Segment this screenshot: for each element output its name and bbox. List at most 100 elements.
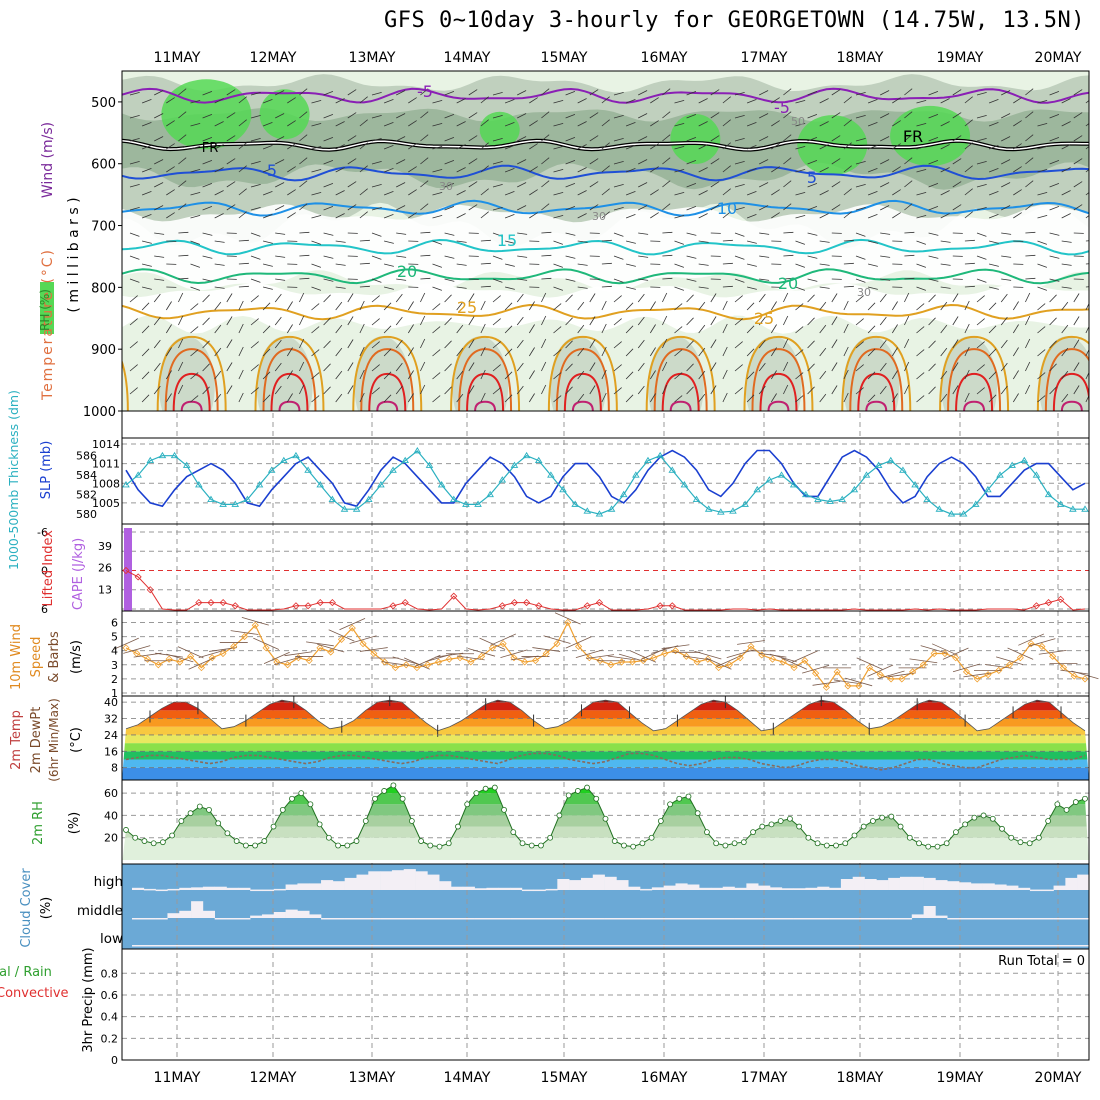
wind-barb (250, 255, 261, 260)
thickness-point (717, 508, 725, 515)
wind-barb (371, 138, 382, 142)
wind-tick-label: 3 (111, 659, 118, 672)
wind-barb (1049, 386, 1057, 395)
wind-barb (613, 255, 624, 260)
rh-point (427, 842, 434, 849)
rh-clear-band-low (122, 283, 1089, 334)
cloud-high-bar (852, 876, 865, 890)
wind-speed-point (402, 661, 410, 669)
wind-barb (178, 157, 187, 165)
cloud-high-bar (1065, 877, 1078, 890)
rh-green-blob (479, 111, 520, 148)
wind-barb (359, 346, 365, 357)
wind-barb (928, 255, 939, 259)
wind-barb (1061, 263, 1072, 266)
thickness-point (340, 505, 349, 512)
wind-speed-point (445, 655, 453, 663)
li-point (595, 599, 603, 607)
wind-barb (190, 123, 201, 127)
wind-speed-point (833, 668, 841, 676)
wind-barb (565, 183, 576, 188)
wind-barb (166, 97, 175, 104)
temp-band (122, 734, 1089, 744)
wind-barb (553, 146, 564, 150)
wind-barb (165, 301, 172, 311)
wind-barb (166, 212, 175, 219)
wind-barb (976, 341, 985, 349)
wind-barb (347, 339, 354, 349)
rh-point (455, 823, 461, 830)
ylabel-rh2m: 2m RH (31, 801, 46, 845)
wind-barb (299, 203, 308, 211)
wind-barb (601, 119, 610, 127)
wind-barb (299, 111, 308, 119)
wind-barb (698, 213, 708, 219)
wind-barb (855, 161, 866, 165)
wind-barb (323, 317, 331, 326)
y-tick-label: 600 (91, 158, 116, 173)
cloud-middle-bar (368, 918, 381, 920)
wind-barb (940, 121, 950, 127)
boundary-contour (1052, 372, 1089, 411)
wind-speed-point (305, 656, 313, 665)
cloud-high-bar (982, 883, 995, 890)
wind-speed-point (348, 624, 356, 632)
wind-barb (456, 213, 466, 219)
thickness-point (559, 485, 567, 493)
wind-speed-point (865, 664, 874, 672)
thickness-point (1069, 505, 1077, 512)
wind-barb (371, 232, 382, 237)
wind-barb (868, 286, 878, 290)
wind-barb (154, 205, 164, 211)
wind-barb (1049, 317, 1057, 326)
wind-barb (1037, 286, 1048, 291)
temp-band (122, 743, 1089, 752)
wind-barb (1085, 394, 1089, 403)
wind-barb (420, 292, 426, 303)
isotherm-label: -5 (417, 82, 433, 101)
wind-barb (674, 123, 685, 127)
wind-barb (637, 316, 645, 326)
cloud-middle-bar (332, 918, 345, 920)
wind-speed-point (284, 661, 292, 669)
wind-barb (371, 387, 380, 395)
wind-barb (311, 372, 320, 380)
rh-point (750, 829, 756, 836)
wind-speed-point (467, 658, 475, 666)
wind-speed-point (553, 640, 561, 648)
thickness-point (498, 476, 507, 483)
wind-barb (674, 286, 685, 291)
wind-barb (1085, 325, 1089, 334)
wind-barb (154, 90, 164, 96)
upper-ylabels: Wind (m/s) Temperature (°C) RH (%) ( m i… (38, 122, 82, 401)
wind-barb (710, 339, 717, 349)
ylabel-temp-d: (°C) (69, 727, 84, 753)
wind-barb (928, 160, 939, 165)
wind-barb (662, 180, 671, 188)
wind-barb (867, 191, 878, 196)
wind-barb (396, 113, 406, 119)
rh-point (399, 795, 406, 802)
cloud-middle-bar (285, 909, 298, 918)
cloud-middle-bar (498, 918, 511, 920)
wind-barb (214, 167, 224, 173)
wind-barb (650, 97, 659, 104)
wind-barb (686, 137, 697, 142)
wind-barb (541, 292, 547, 303)
wind-barb (444, 363, 452, 372)
wind-barb (1049, 137, 1060, 142)
ylabel-temp-b: 2m DewPt (29, 707, 44, 774)
wind-barb (855, 232, 866, 237)
wind-barb (637, 385, 645, 395)
wind-speed-point (822, 683, 830, 691)
wind-barb (904, 338, 910, 349)
temp-band (122, 726, 1089, 735)
wind-barb (952, 135, 962, 142)
wind-barb (275, 232, 286, 235)
thickness-point (1020, 456, 1029, 464)
wind-barb (686, 255, 697, 259)
wind-barb (202, 340, 210, 349)
rh-tick-label: 20 (104, 832, 118, 845)
wind-speed-point (596, 656, 604, 665)
wind-barb-10m (802, 665, 830, 674)
